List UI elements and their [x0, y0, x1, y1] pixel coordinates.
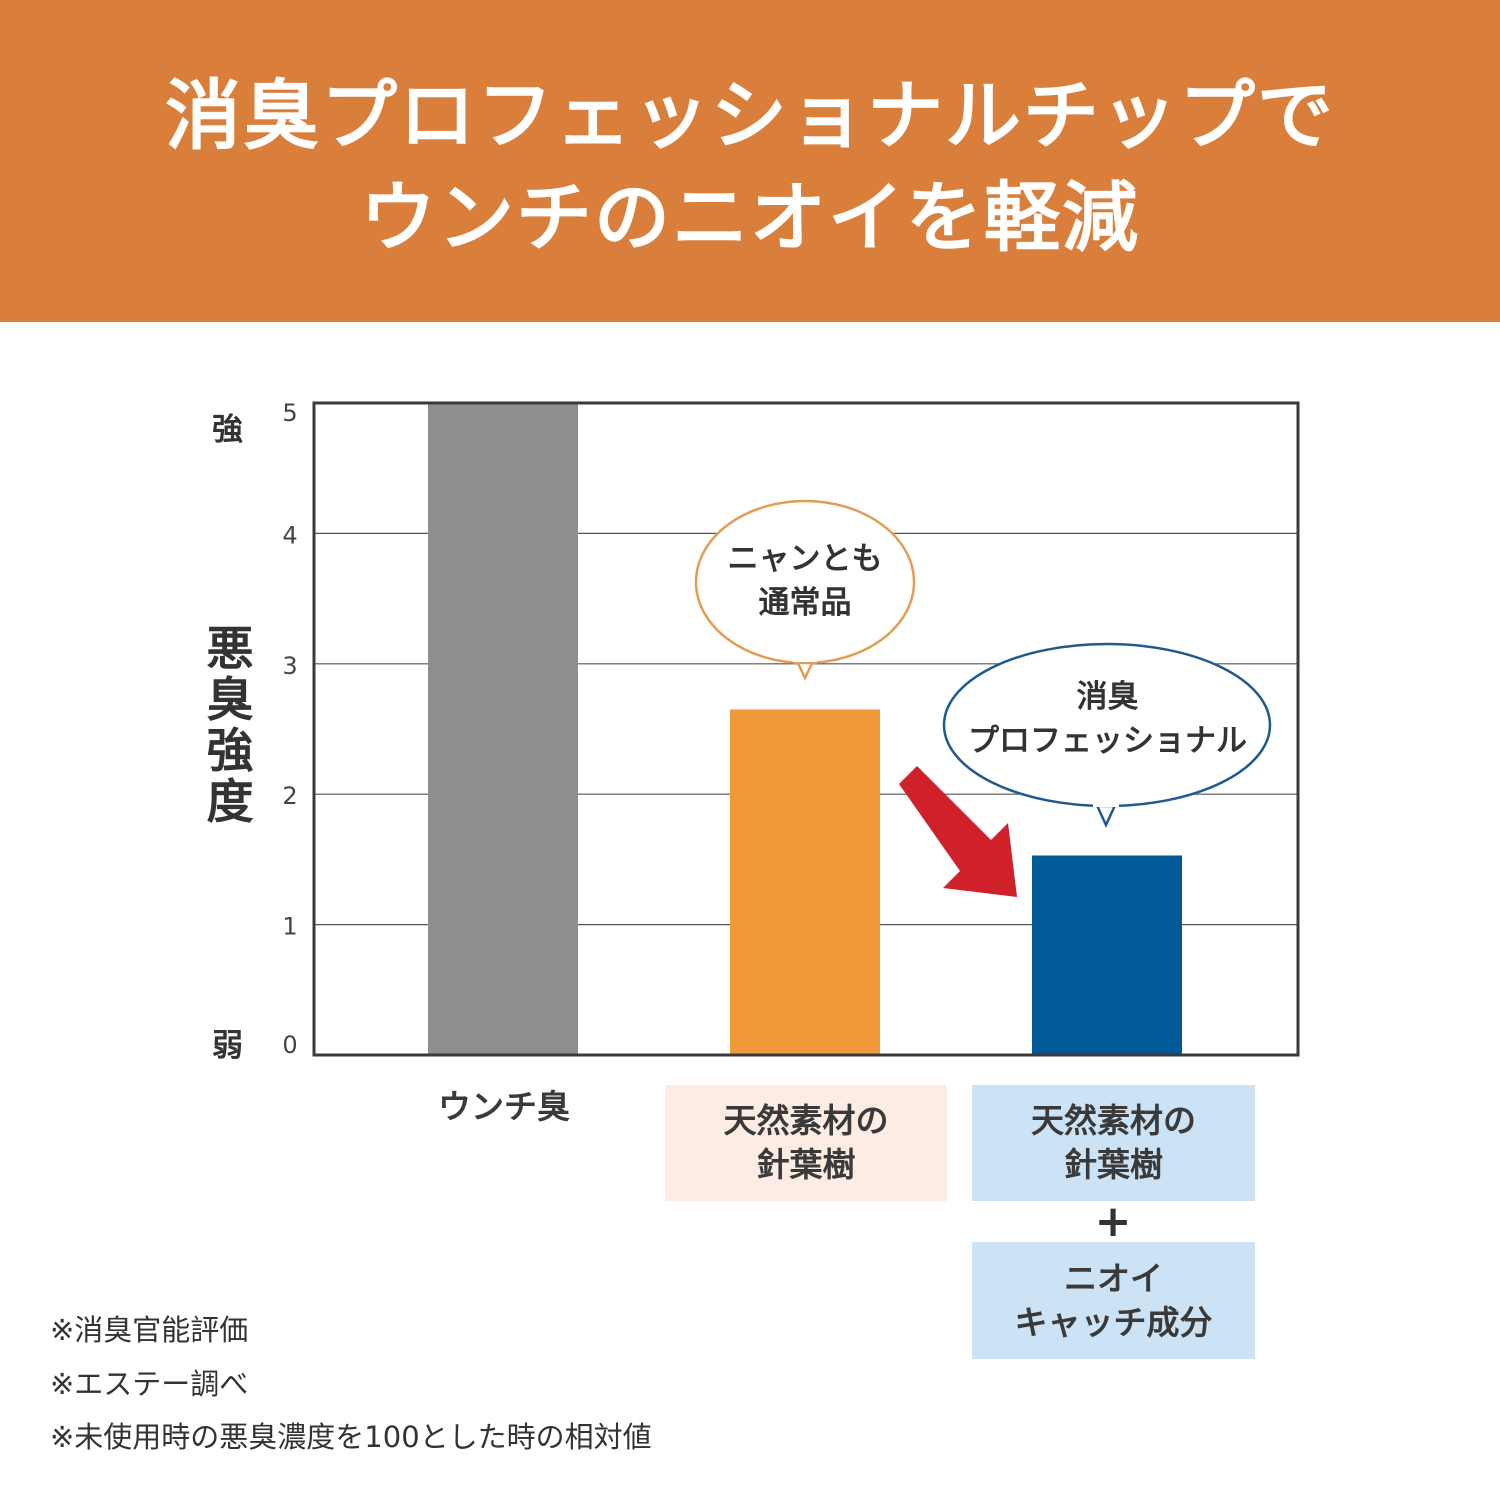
header-title-line1: 消臭プロフェッショナルチップで: [165, 71, 1335, 160]
category-regular-line2: 針葉樹: [756, 1145, 856, 1184]
category-regular-line1: 天然素材の: [723, 1101, 889, 1140]
y-tick-label: 3: [282, 652, 297, 680]
note-1: ※消臭官能評価: [50, 1313, 249, 1347]
y-tick-label: 5: [282, 399, 297, 427]
y-axis-title-char: 悪: [206, 622, 254, 677]
bubble-pro-line2: プロフェッショナル: [968, 723, 1247, 759]
category-box-pro-extra: ニオイ キャッチ成分: [972, 1242, 1255, 1359]
category-box-pro: 天然素材の 針葉樹: [972, 1085, 1255, 1201]
bubble-regular-line1: ニャンとも: [727, 541, 883, 577]
note-2: ※エステー調べ: [50, 1367, 249, 1401]
bar-1: [730, 709, 880, 1055]
bubble-pro-text: 消臭 プロフェッショナル: [955, 675, 1260, 763]
y-tick-label: 1: [282, 913, 297, 941]
y-axis-title: 悪臭強度: [204, 624, 256, 828]
y-weak-label: 弱: [212, 1028, 243, 1064]
bar-0: [428, 403, 578, 1055]
reduction-arrow: [899, 766, 1017, 897]
y-strong-label: 強: [212, 412, 243, 448]
category-pro-line2: 針葉樹: [1064, 1145, 1163, 1184]
y-tick-label: 2: [282, 782, 297, 810]
bubble-regular-text: ニャンとも 通常品: [700, 537, 910, 625]
y-axis-title-char: 臭: [206, 673, 254, 728]
bubble-regular-line2: 通常品: [758, 585, 852, 621]
category-pro-line1: 天然素材の: [1031, 1101, 1196, 1140]
category-pro-extra-line2: キャッチ成分: [1014, 1302, 1213, 1342]
plus-sign: +: [1094, 1196, 1132, 1247]
bar-2: [1032, 855, 1182, 1055]
y-axis-title-char: 強: [206, 724, 254, 779]
y-axis-title-char: 度: [206, 775, 254, 830]
header-banner: 消臭プロフェッショナルチップで ウンチのニオイを軽減: [0, 0, 1500, 322]
y-tick-label: 0: [282, 1031, 297, 1059]
category-pro-extra-line1: ニオイ: [1064, 1258, 1163, 1298]
bubble-regular-body: [694, 499, 916, 665]
header-title-line2: ウンチのニオイを軽減: [360, 173, 1140, 262]
category-box-regular: 天然素材の 針葉樹: [665, 1085, 947, 1201]
bubble-pro-line1: 消臭: [1076, 679, 1139, 715]
note-3: ※未使用時の悪臭濃度を100とした時の相対値: [50, 1420, 652, 1454]
y-tick-label: 4: [282, 521, 297, 549]
plot-frame: [312, 401, 1300, 1057]
category-label-unchi: ウンチ臭: [438, 1087, 570, 1126]
